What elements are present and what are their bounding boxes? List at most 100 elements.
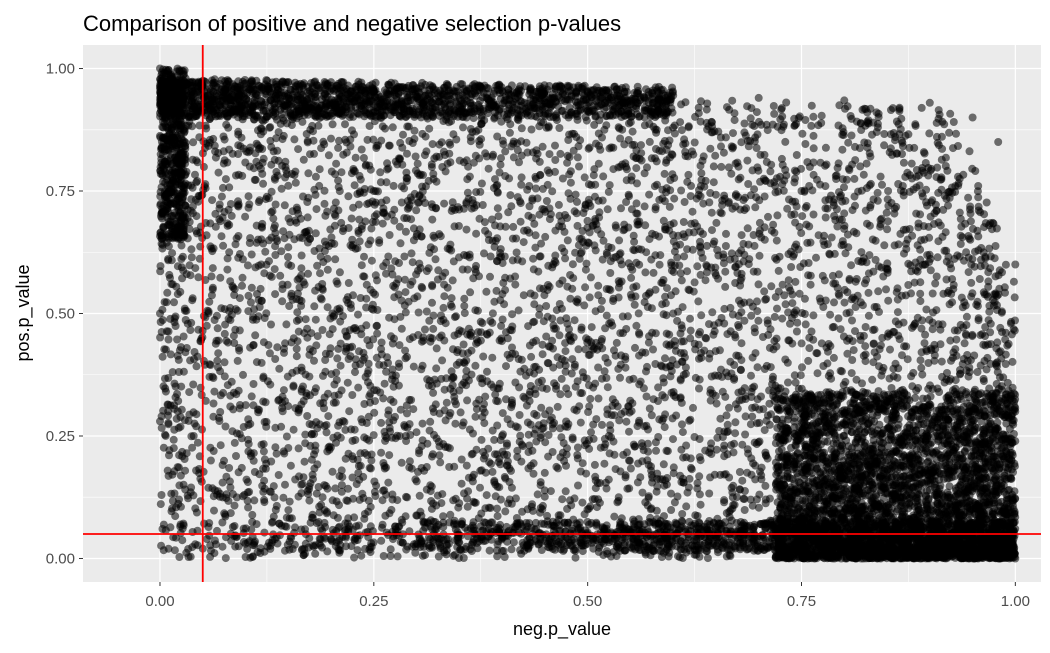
data-point [760, 287, 768, 295]
data-point [648, 504, 656, 512]
data-point [232, 240, 240, 248]
data-point [325, 151, 333, 159]
data-point [211, 316, 219, 324]
data-point [306, 391, 314, 399]
data-point [428, 453, 436, 461]
data-point [974, 368, 982, 376]
data-point [295, 472, 303, 480]
data-point [1011, 327, 1019, 335]
data-point [175, 356, 183, 364]
data-point [751, 403, 759, 411]
data-point [691, 219, 699, 227]
data-point [610, 346, 618, 354]
data-point [163, 327, 171, 335]
data-point [206, 444, 214, 452]
data-point [772, 293, 780, 301]
data-point [386, 231, 394, 239]
data-point [305, 373, 313, 381]
data-point [848, 115, 856, 123]
data-point [984, 340, 992, 348]
data-point [580, 209, 588, 217]
data-point [497, 161, 505, 169]
data-point [333, 376, 341, 384]
data-point [361, 510, 369, 518]
data-point [594, 282, 602, 290]
data-point [395, 360, 403, 368]
data-point [337, 340, 345, 348]
data-point [341, 120, 349, 128]
data-point [579, 368, 587, 376]
data-point [693, 262, 701, 270]
data-point [156, 334, 164, 342]
data-point [363, 336, 371, 344]
data-point [830, 354, 838, 362]
data-point [925, 129, 933, 137]
data-point [464, 163, 472, 171]
data-point [434, 492, 442, 500]
data-point [238, 282, 246, 290]
data-point [916, 290, 924, 298]
data-point [336, 268, 344, 276]
data-point [722, 133, 730, 141]
data-point [721, 283, 729, 291]
data-point [515, 306, 523, 314]
data-point [980, 223, 988, 231]
data-point [385, 142, 393, 150]
data-point [250, 457, 258, 465]
data-point [415, 309, 423, 317]
data-point [715, 427, 723, 435]
data-point [275, 157, 283, 165]
data-point [244, 504, 252, 512]
data-point [838, 146, 846, 154]
data-point [741, 431, 749, 439]
data-point [678, 510, 686, 518]
data-point [652, 447, 660, 455]
data-point [817, 159, 825, 167]
data-point [656, 261, 664, 269]
data-point [628, 173, 636, 181]
data-point [668, 170, 676, 178]
data-point [217, 441, 225, 449]
data-point [843, 350, 851, 358]
data-point [536, 158, 544, 166]
data-point [822, 297, 830, 305]
data-point [695, 472, 703, 480]
data-point [697, 249, 705, 257]
data-point [721, 268, 729, 276]
data-point [363, 200, 371, 208]
data-point [738, 477, 746, 485]
data-point [284, 373, 292, 381]
data-point [230, 339, 238, 347]
data-point [231, 502, 239, 510]
data-point [667, 490, 675, 498]
data-point [625, 191, 633, 199]
data-point [386, 424, 394, 432]
data-point [400, 253, 408, 261]
data-point [157, 542, 165, 550]
data-point [678, 420, 686, 428]
data-point [671, 498, 679, 506]
data-point [390, 182, 398, 190]
data-point [429, 389, 437, 397]
data-point [651, 182, 659, 190]
data-point [402, 437, 410, 445]
data-point [472, 413, 480, 421]
data-point [280, 345, 288, 353]
data-point [880, 364, 888, 372]
data-point [457, 408, 465, 416]
data-point [851, 156, 859, 164]
data-point [293, 367, 301, 375]
data-point [966, 147, 974, 155]
data-point [405, 123, 413, 131]
data-point [884, 195, 892, 203]
data-point [551, 252, 559, 260]
data-point [469, 199, 477, 207]
data-point [532, 185, 540, 193]
data-point [572, 554, 580, 562]
data-point [499, 430, 507, 438]
data-point [724, 427, 732, 435]
data-point [511, 281, 519, 289]
data-point [219, 389, 227, 397]
data-point [475, 396, 483, 404]
data-point [440, 200, 448, 208]
